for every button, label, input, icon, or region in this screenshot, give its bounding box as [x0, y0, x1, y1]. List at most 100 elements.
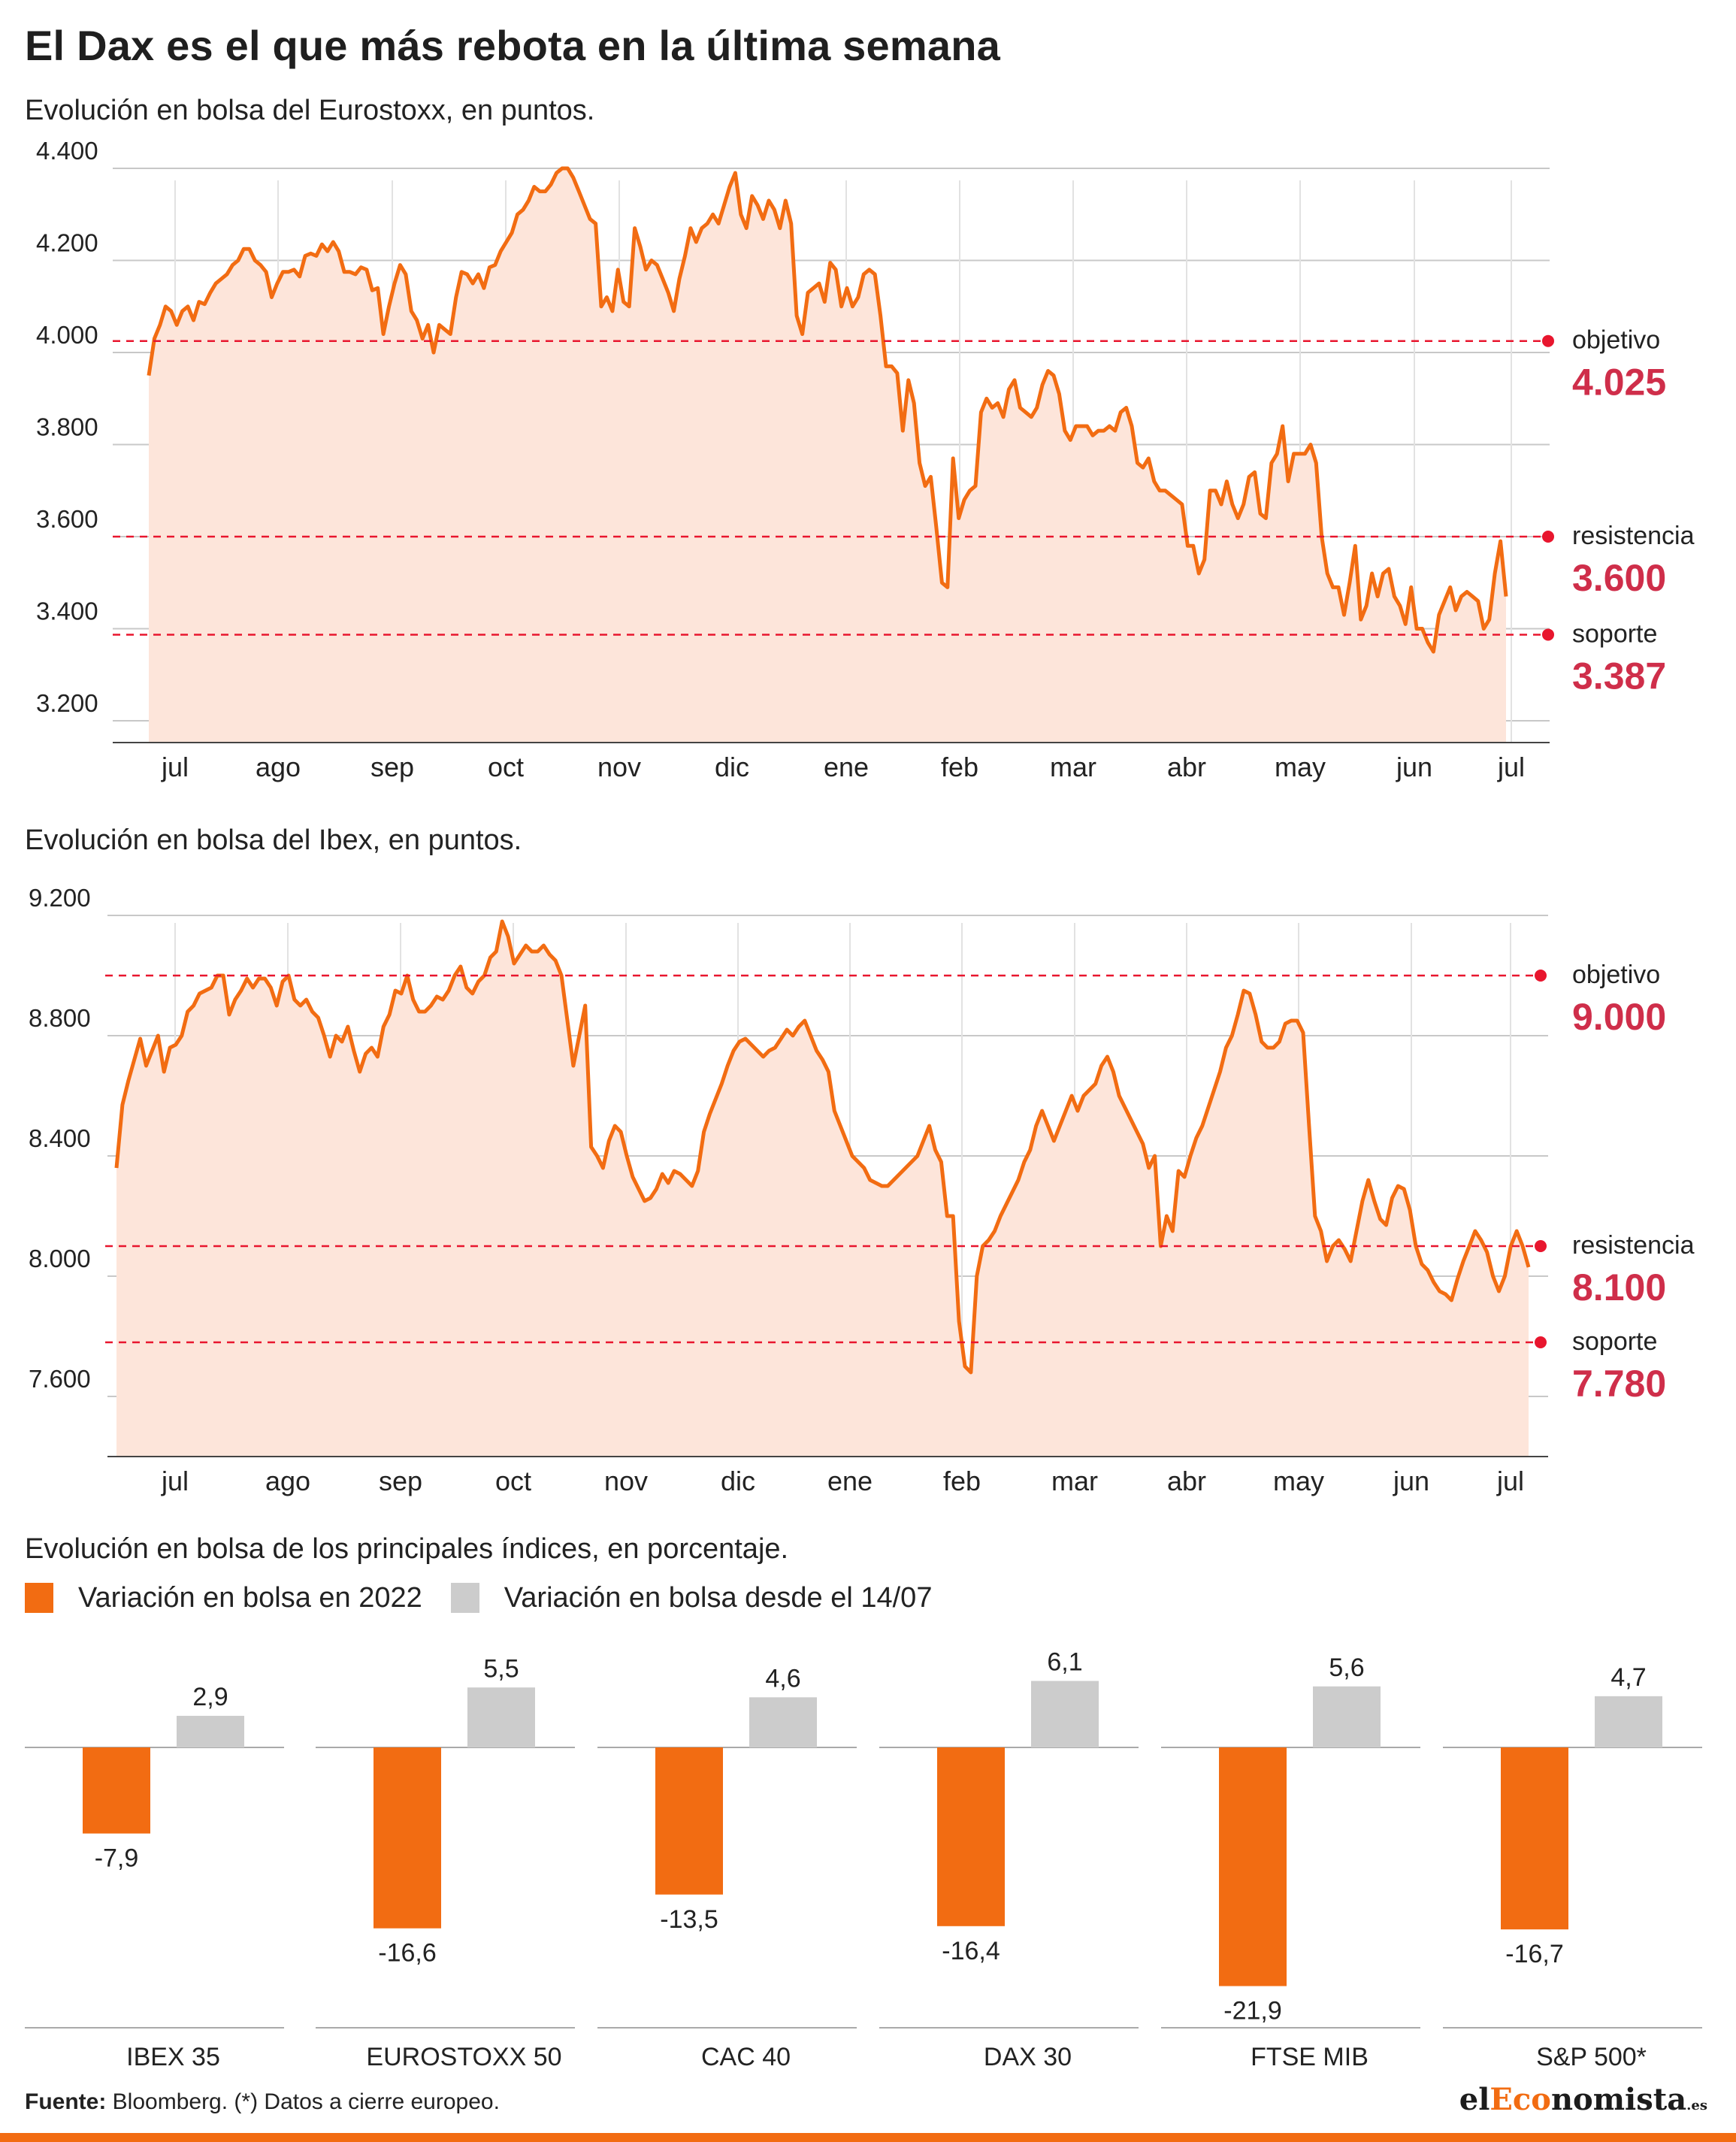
bar-2022: [1501, 1747, 1568, 1930]
x-tick-label: abr: [1167, 752, 1206, 782]
x-tick-label: dic: [715, 752, 749, 782]
x-tick-label: jul: [161, 1466, 189, 1496]
level-label-soporte: soporte: [1572, 619, 1657, 648]
x-tick-label: jun: [1396, 752, 1432, 782]
level-label-objetivo: objetivo: [1572, 326, 1660, 355]
bar-since: [1595, 1696, 1662, 1747]
y-tick-label: 7.600: [29, 1365, 91, 1393]
bottom-accent-bar: [0, 2133, 1736, 2142]
bar-since-label: 4,7: [1610, 1663, 1646, 1692]
level-dot-objetivo: [1542, 334, 1554, 347]
ibex-line-chart: 9.200 8.800 8.400 8.000 7.600 jul ago sep oct nov…: [29, 884, 1695, 1496]
bar-2022-label: -21,9: [1223, 1997, 1282, 2026]
x-tick-label: oct: [488, 752, 524, 782]
x-tick-label: feb: [941, 752, 978, 782]
bar-since-label: 4,6: [765, 1664, 800, 1693]
x-tick-label: ene: [827, 1466, 873, 1496]
level-label-resistencia: resistencia: [1572, 1231, 1695, 1260]
series-line: [114, 919, 1531, 1375]
level-dot-objetivo: [1535, 970, 1547, 982]
logo-part-1: el: [1459, 2082, 1490, 2117]
category-label: FTSE MIB: [1251, 2043, 1369, 2071]
x-tick-label: may: [1273, 1466, 1324, 1496]
legend-swatch-gray: [450, 1583, 479, 1613]
series-line: [147, 166, 1508, 654]
bar-since: [749, 1697, 817, 1747]
bar-2022-label: -16,4: [942, 1937, 1000, 1965]
level-value-soporte: 3.387: [1572, 655, 1666, 697]
bar-2022: [655, 1747, 723, 1895]
bar-2022-label: -13,5: [660, 1905, 718, 1934]
source-label: Fuente:: [25, 2089, 107, 2114]
x-tick-label: jun: [1393, 1466, 1429, 1496]
level-label-resistencia: resistencia: [1572, 522, 1695, 550]
bar-since: [177, 1715, 244, 1747]
y-tick-label: 3.800: [36, 413, 98, 441]
level-dot-soporte: [1535, 1336, 1547, 1348]
level-value-soporte: 7.780: [1572, 1363, 1666, 1405]
logo-part-2: Eco: [1490, 2082, 1551, 2117]
legend-label-2022: Variación en bolsa en 2022: [78, 1581, 422, 1614]
x-tick-label: jul: [1496, 1466, 1524, 1496]
category-label: CAC 40: [701, 2043, 791, 2071]
y-tick-label: 8.800: [29, 1004, 91, 1032]
level-dot-resistencia: [1542, 531, 1554, 543]
y-tick-label: 3.600: [36, 505, 98, 533]
x-tick-label: jul: [1497, 752, 1525, 782]
x-tick-label: ene: [824, 752, 869, 782]
x-tick-label: may: [1275, 752, 1326, 782]
bar-since-label: 5,5: [483, 1654, 519, 1683]
legend-item-2022: Variación en bolsa en 2022: [25, 1582, 422, 1614]
series-area-fill: [149, 168, 1506, 743]
x-tick-label: nov: [597, 752, 641, 782]
x-tick-label: ago: [256, 752, 301, 782]
level-value-resistencia: 3.600: [1572, 557, 1666, 599]
category-label: IBEX 35: [126, 2043, 220, 2071]
x-tick-label: nov: [604, 1466, 648, 1496]
x-tick-label: dic: [721, 1466, 755, 1496]
category-label: DAX 30: [984, 2043, 1072, 2071]
level-value-objetivo: 4.025: [1572, 362, 1666, 404]
bar-since-label: 5,6: [1329, 1653, 1364, 1682]
x-tick-label: oct: [495, 1466, 531, 1496]
category-label: S&P 500*: [1536, 2043, 1647, 2071]
footer-source: Fuente: Bloomberg. (*) Datos a cierre eu…: [25, 2089, 500, 2115]
level-label-objetivo: objetivo: [1572, 961, 1660, 989]
logo-suffix: .es: [1686, 2098, 1707, 2113]
bar-2022-label: -16,6: [378, 1939, 437, 1968]
bars-subtitle: Evolución en bolsa de los principales ín…: [25, 1533, 789, 1565]
bar-since-label: 6,1: [1047, 1648, 1082, 1677]
ibex-subtitle: Evolución en bolsa del Ibex, en puntos.: [25, 824, 522, 856]
bar-2022: [83, 1747, 150, 1834]
source-text: Bloomberg. (*) Datos a cierre europeo.: [106, 2089, 500, 2114]
bar-2022-label: -16,7: [1505, 1940, 1564, 1968]
bar-since-label: 2,9: [192, 1683, 228, 1711]
bar-legend: Variación en bolsa en 2022 Variación en …: [25, 1581, 960, 1614]
x-tick-label: feb: [943, 1466, 981, 1496]
y-tick-label: 4.400: [36, 137, 98, 165]
bar-since: [1313, 1686, 1381, 1747]
level-label-soporte: soporte: [1572, 1327, 1657, 1356]
level-dot-soporte: [1542, 628, 1554, 641]
bar-since: [1031, 1681, 1099, 1747]
x-tick-label: jul: [161, 752, 189, 782]
logo-part-3: nomista: [1550, 2082, 1687, 2117]
bar-2022: [374, 1747, 441, 1929]
x-tick-label: sep: [370, 752, 414, 782]
y-tick-label: 9.200: [29, 884, 91, 912]
page-title: El Dax es el que más rebota en la última…: [25, 22, 1000, 69]
x-tick-label: mar: [1050, 752, 1096, 782]
eurostoxx-subtitle: Evolución en bolsa del Eurostoxx, en pun…: [25, 95, 595, 126]
y-tick-label: 3.200: [36, 689, 98, 717]
legend-item-since: Variación en bolsa desde el 14/07: [450, 1582, 932, 1614]
bar-2022: [1219, 1747, 1287, 1986]
y-tick-label: 4.000: [36, 321, 98, 349]
eurostoxx-line-chart: 4.400 4.200 4.000 3.800 3.600 3.400 3.200 jul ag…: [36, 137, 1695, 782]
bar-2022-label: -7,9: [95, 1844, 139, 1873]
x-tick-label: sep: [379, 1466, 422, 1496]
level-value-resistencia: 8.100: [1572, 1266, 1666, 1308]
bar-2022: [937, 1747, 1005, 1926]
category-label: EUROSTOXX 50: [366, 2043, 561, 2071]
y-tick-label: 4.200: [36, 229, 98, 257]
